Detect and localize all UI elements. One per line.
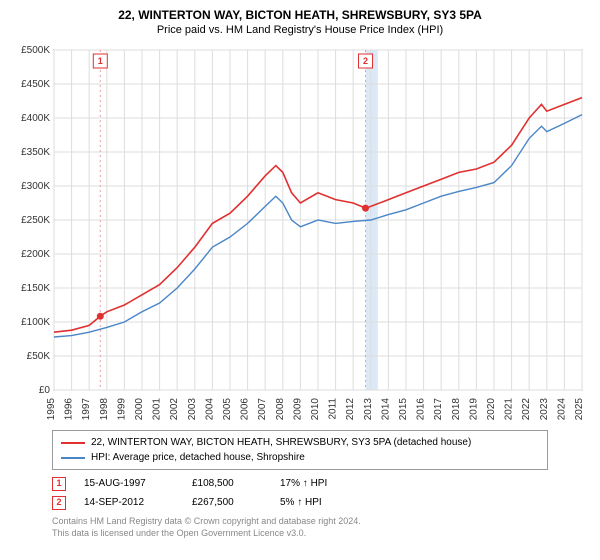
legend-swatch (61, 442, 85, 444)
svg-text:2017: 2017 (433, 398, 444, 421)
svg-text:£500K: £500K (21, 45, 50, 56)
svg-text:£0: £0 (39, 385, 51, 396)
svg-text:2011: 2011 (328, 398, 339, 420)
event-date: 14-SEP-2012 (84, 493, 174, 512)
svg-text:2021: 2021 (504, 398, 515, 421)
footer-line: This data is licensed under the Open Gov… (52, 528, 548, 540)
svg-text:2024: 2024 (556, 398, 567, 421)
svg-text:2018: 2018 (451, 398, 462, 421)
svg-text:1996: 1996 (64, 398, 75, 421)
svg-text:2012: 2012 (345, 398, 356, 421)
event-date: 15-AUG-1997 (84, 474, 174, 493)
events-table: 1 15-AUG-1997 £108,500 17% ↑ HPI 2 14-SE… (52, 474, 548, 512)
event-price: £267,500 (192, 493, 262, 512)
svg-text:£250K: £250K (21, 215, 50, 226)
svg-text:2004: 2004 (204, 398, 215, 421)
svg-text:2019: 2019 (468, 398, 479, 421)
footer-line: Contains HM Land Registry data © Crown c… (52, 516, 548, 528)
svg-text:£200K: £200K (21, 249, 50, 260)
event-pct: 5% ↑ HPI (280, 493, 360, 512)
svg-text:1: 1 (98, 56, 103, 66)
svg-text:2007: 2007 (257, 398, 268, 421)
svg-text:2: 2 (363, 56, 368, 66)
svg-text:£150K: £150K (21, 283, 50, 294)
svg-text:2009: 2009 (292, 398, 303, 421)
svg-text:1995: 1995 (46, 398, 57, 421)
legend-label: 22, WINTERTON WAY, BICTON HEATH, SHREWSB… (91, 435, 471, 450)
svg-text:2023: 2023 (539, 398, 550, 421)
event-marker-icon: 1 (52, 477, 66, 491)
line-chart: £0 £50K £100K £150K £200K £250K £300K £350K £400… (12, 44, 588, 424)
svg-text:2008: 2008 (275, 398, 286, 421)
svg-text:2015: 2015 (398, 398, 409, 421)
svg-text:2005: 2005 (222, 398, 233, 421)
chart-area: £0 £50K £100K £150K £200K £250K £300K £350K £400… (12, 44, 588, 424)
event-marker-icon: 2 (52, 496, 66, 510)
svg-text:1998: 1998 (99, 398, 110, 421)
svg-text:2001: 2001 (152, 398, 163, 421)
svg-text:£50K: £50K (27, 351, 51, 362)
event-price: £108,500 (192, 474, 262, 493)
svg-text:£450K: £450K (21, 79, 50, 90)
svg-text:1997: 1997 (81, 398, 92, 421)
legend-label: HPI: Average price, detached house, Shro… (91, 450, 305, 465)
svg-text:2010: 2010 (310, 398, 321, 421)
event-row: 2 14-SEP-2012 £267,500 5% ↑ HPI (52, 493, 548, 512)
svg-text:2025: 2025 (574, 398, 585, 421)
svg-text:2000: 2000 (134, 398, 145, 421)
event-pct: 17% ↑ HPI (280, 474, 360, 493)
svg-text:2016: 2016 (416, 398, 427, 421)
footer: Contains HM Land Registry data © Crown c… (52, 516, 548, 539)
svg-text:2003: 2003 (187, 398, 198, 421)
svg-text:2014: 2014 (380, 398, 391, 421)
legend-swatch (61, 457, 85, 459)
svg-text:£400K: £400K (21, 113, 50, 124)
svg-text:2006: 2006 (240, 398, 251, 421)
svg-text:£300K: £300K (21, 181, 50, 192)
legend-item: HPI: Average price, detached house, Shro… (61, 450, 539, 465)
event-row: 1 15-AUG-1997 £108,500 17% ↑ HPI (52, 474, 548, 493)
chart-title: 22, WINTERTON WAY, BICTON HEATH, SHREWSB… (12, 8, 588, 22)
svg-text:2002: 2002 (169, 398, 180, 421)
legend-item: 22, WINTERTON WAY, BICTON HEATH, SHREWSB… (61, 435, 539, 450)
svg-text:2013: 2013 (363, 398, 374, 421)
legend: 22, WINTERTON WAY, BICTON HEATH, SHREWSB… (52, 430, 548, 470)
svg-text:2022: 2022 (521, 398, 532, 421)
svg-text:£100K: £100K (21, 317, 50, 328)
chart-subtitle: Price paid vs. HM Land Registry's House … (12, 24, 588, 36)
svg-text:2020: 2020 (486, 398, 497, 421)
svg-text:£350K: £350K (21, 147, 50, 158)
svg-text:1999: 1999 (116, 398, 127, 421)
